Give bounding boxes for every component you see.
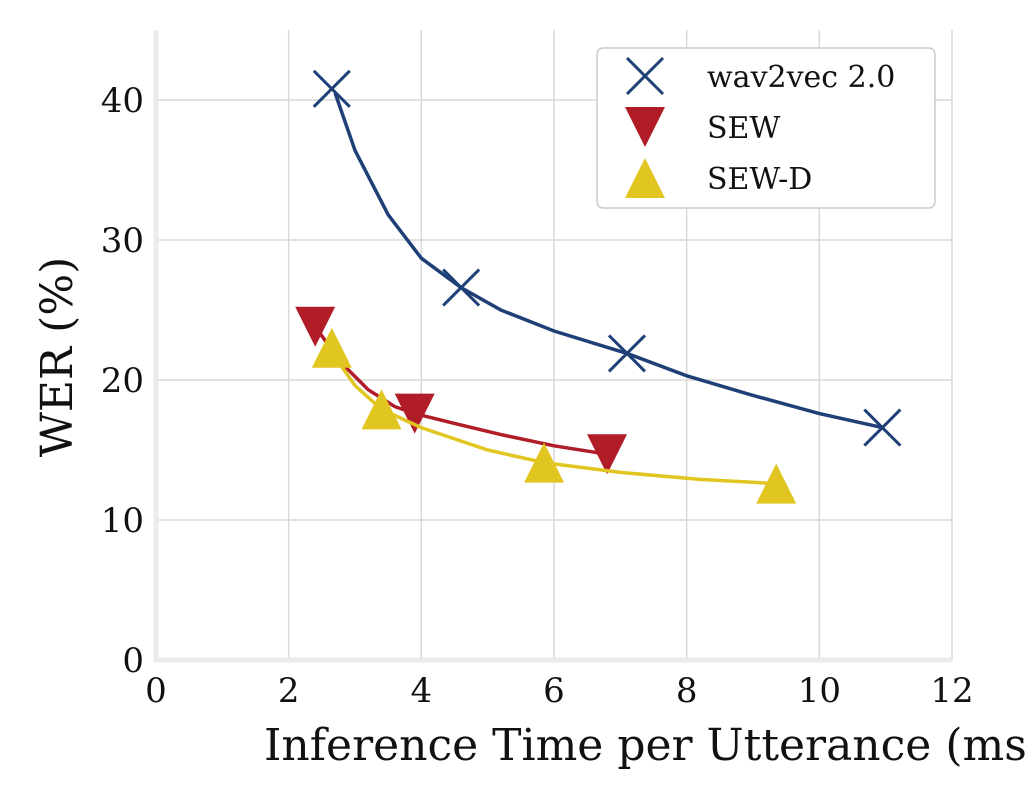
y-tick-label: 30 — [101, 221, 144, 261]
legend-marker — [625, 56, 665, 96]
legend: wav2vec 2.0 SEW SEW-D — [596, 47, 936, 209]
legend-item: wav2vec 2.0 — [625, 56, 895, 96]
x-axis-label: Inference Time per Utterance (ms) — [264, 720, 1028, 771]
data-point — [361, 389, 402, 430]
series-line — [333, 92, 883, 430]
series-0 — [312, 69, 902, 447]
legend-marker — [625, 158, 665, 198]
y-tick-label: 20 — [101, 361, 144, 401]
y-tick-label: 0 — [122, 641, 144, 681]
data-point — [295, 306, 336, 347]
y-axis-label: WER (%) — [32, 257, 83, 458]
series-2 — [311, 327, 797, 504]
data-point — [863, 408, 902, 447]
legend-label: SEW — [707, 111, 780, 146]
data-point — [312, 69, 351, 108]
y-tick-label: 10 — [101, 501, 144, 541]
plot-area — [295, 69, 902, 504]
marker-stroke — [312, 69, 351, 108]
series-line — [327, 346, 777, 486]
legend-label: wav2vec 2.0 — [707, 60, 895, 95]
x-tick-label: 8 — [676, 671, 698, 711]
axes — [153, 30, 952, 663]
x-tick-label: 2 — [278, 671, 300, 711]
x-tick-label: 4 — [411, 671, 433, 711]
marker-stroke — [625, 56, 665, 96]
data-point — [442, 268, 481, 307]
legend-box — [596, 47, 936, 209]
y-tick-label: 40 — [101, 81, 144, 121]
data-point — [311, 327, 352, 368]
series-1 — [295, 306, 628, 475]
legend-label: SEW-D — [707, 162, 812, 197]
x-tick-label: 10 — [798, 671, 841, 711]
data-point — [756, 463, 797, 504]
x-tick-label: 12 — [930, 671, 973, 711]
legend-item: SEW-D — [625, 158, 812, 198]
x-tick-label: 6 — [543, 671, 565, 711]
data-point — [394, 393, 435, 434]
legend-item: SEW — [625, 107, 780, 147]
data-point — [524, 442, 565, 483]
x-tick-label: 0 — [145, 671, 167, 711]
data-point — [607, 334, 647, 373]
tick-labels: 0 2 4 6 8 10 12 0 10 20 30 40 — [101, 81, 974, 711]
legend-marker — [625, 107, 665, 147]
marker-stroke — [442, 268, 481, 307]
data-point — [587, 434, 628, 475]
marker-stroke — [863, 408, 902, 447]
marker-stroke — [607, 334, 647, 373]
